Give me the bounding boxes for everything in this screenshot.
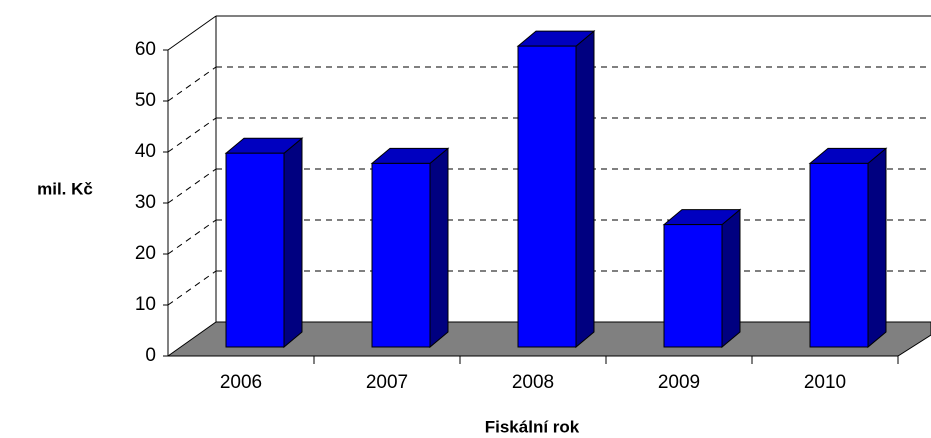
grid-line — [167, 270, 217, 306]
bar — [663, 224, 723, 348]
grid-line — [167, 219, 217, 255]
grid-line — [167, 117, 217, 153]
grid-line — [167, 168, 217, 204]
x-tick-label: 2008 — [512, 372, 554, 393]
y-tick-label: 20 — [135, 243, 156, 264]
y-axis-label: mil. Kč — [37, 179, 93, 198]
y-tick-label: 60 — [135, 39, 156, 60]
y-tick-label: 50 — [135, 90, 156, 111]
bar — [371, 162, 431, 348]
bar-side — [721, 208, 741, 349]
y-tick-label: 0 — [145, 345, 156, 366]
x-tick-label: 2007 — [366, 372, 408, 393]
y-tick-label: 40 — [135, 141, 156, 162]
grid-line — [167, 66, 217, 102]
bar-side — [429, 147, 449, 349]
bar — [809, 162, 869, 348]
x-tick-label: 2009 — [658, 372, 700, 393]
side-wall-top — [167, 15, 217, 51]
x-tick-label: 2006 — [220, 372, 262, 393]
bar — [517, 45, 577, 348]
y-tick-label: 30 — [135, 192, 156, 213]
bar-side — [283, 137, 303, 349]
y-tick-label: 10 — [135, 294, 156, 315]
bar — [225, 152, 285, 348]
x-tick-label: 2010 — [804, 372, 846, 393]
bar-side — [575, 30, 595, 349]
x-axis-label: Fiskální rok — [485, 417, 580, 436]
bar-side — [867, 147, 887, 349]
